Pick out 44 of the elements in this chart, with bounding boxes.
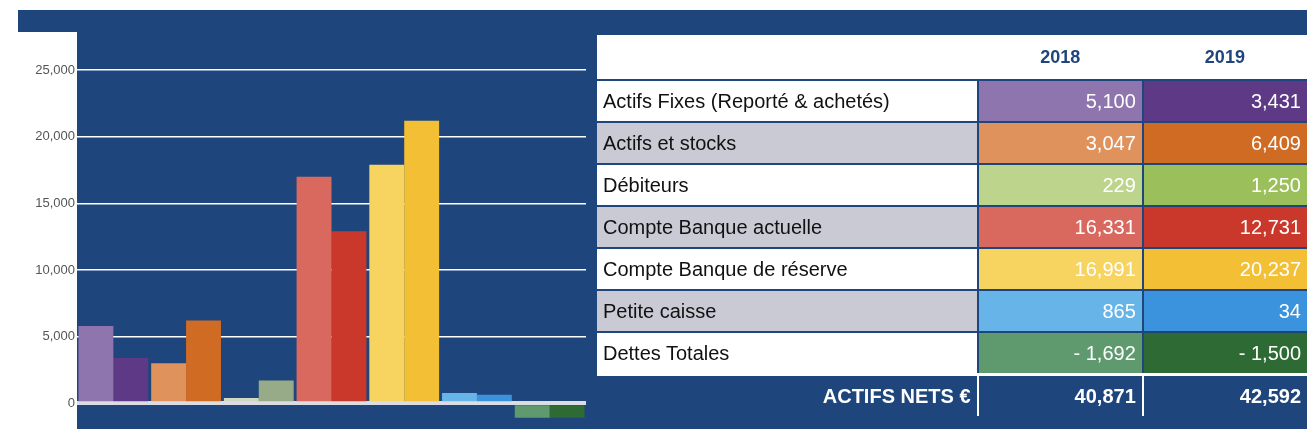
text: 12,731 — [1142, 206, 1307, 248]
text: - 1,692 — [977, 332, 1143, 375]
text: 865 — [977, 290, 1143, 332]
text: - 1,500 — [1142, 332, 1307, 375]
text: 5,100 — [977, 80, 1143, 122]
text: 34 — [1142, 290, 1307, 332]
text: 20,237 — [1142, 248, 1307, 290]
text: 6,409 — [1142, 122, 1307, 164]
text: 16,331 — [977, 206, 1143, 248]
y-tick-label: 15,000 — [35, 194, 75, 210]
bar — [404, 120, 440, 402]
text: 2019 — [1142, 35, 1307, 80]
text: Compte Banque actuelle — [597, 206, 978, 248]
text: Débiteurs — [597, 164, 978, 206]
text: 2018 — [977, 35, 1143, 80]
text: Actifs et stocks — [597, 122, 978, 164]
text: 42,592 — [1142, 374, 1307, 417]
bar — [113, 357, 149, 402]
text: Petite caisse — [597, 290, 978, 332]
bar — [331, 231, 367, 402]
bar — [186, 320, 221, 402]
text: Dettes Totales — [597, 332, 978, 375]
bar — [223, 397, 259, 402]
text: 16,991 — [977, 248, 1143, 290]
text: 40,871 — [977, 374, 1143, 417]
bar — [296, 176, 332, 402]
y-tick-label: 25,000 — [35, 61, 75, 77]
text: ACTIFS NETS € — [597, 374, 978, 417]
text: 229 — [977, 164, 1143, 206]
bar — [442, 393, 477, 402]
bar — [369, 164, 405, 402]
text: 3,431 — [1142, 80, 1307, 122]
y-tick-label: 0 — [67, 394, 75, 410]
text: Compte Banque de réserve — [597, 248, 978, 290]
y-tick-label: 5,000 — [42, 328, 75, 344]
text: 1,250 — [1142, 164, 1307, 206]
bar — [78, 325, 114, 402]
bar — [476, 394, 512, 402]
y-tick-label: 20,000 — [35, 128, 75, 144]
text: Actifs Fixes (Reporté & achetés) — [597, 80, 978, 122]
bar — [151, 363, 187, 402]
text: 3,047 — [977, 122, 1143, 164]
y-tick-label: 10,000 — [35, 261, 75, 277]
bar — [258, 380, 294, 402]
